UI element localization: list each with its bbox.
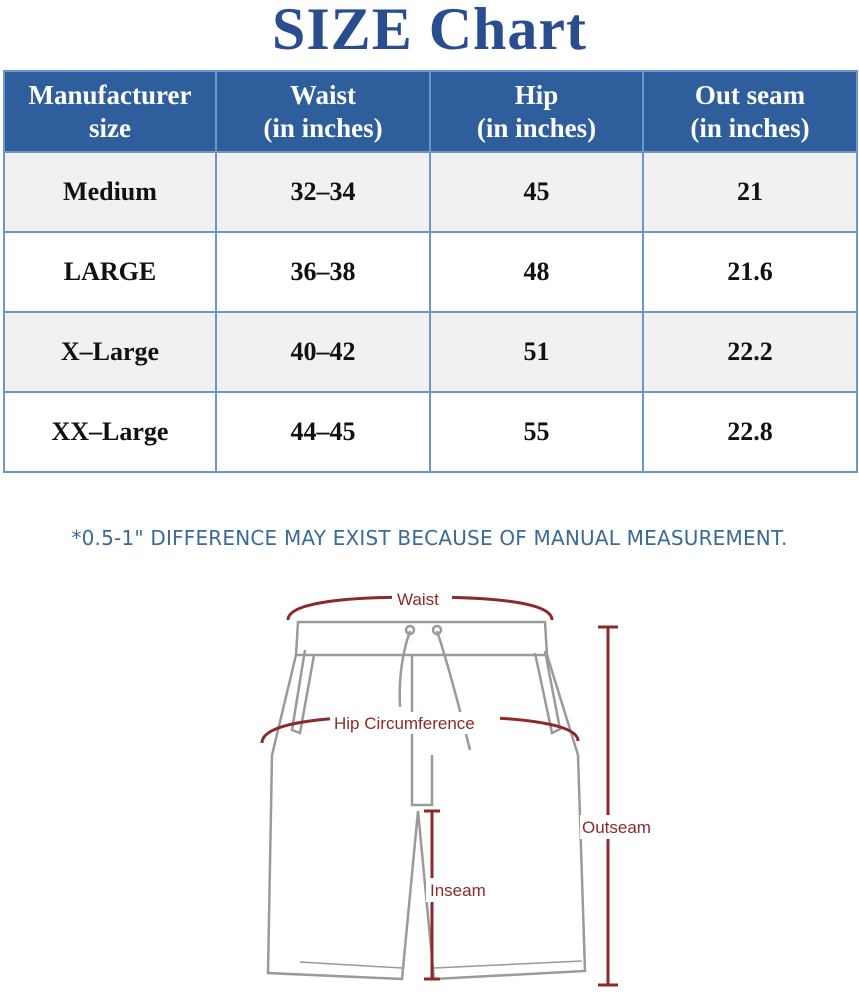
size-table: Manufacturer size Waist (in inches) Hip (in…: [3, 70, 858, 473]
cell-waist: 32–34: [215, 151, 431, 233]
table-row: Medium 32–34 45 21: [3, 151, 858, 233]
cell-hip: 55: [429, 391, 644, 473]
hip-label: Hip Circumference: [334, 714, 475, 733]
outseam-label: Outseam: [582, 818, 651, 837]
table-row: LARGE 36–38 48 21.6: [3, 231, 858, 313]
cell-size: LARGE: [3, 231, 217, 313]
cell-size: XX–Large: [3, 391, 217, 473]
cell-size: Medium: [3, 151, 217, 233]
cell-outseam: 22.2: [642, 311, 858, 393]
table-row: XX–Large 44–45 55 22.8: [3, 391, 858, 473]
cell-outseam: 21.6: [642, 231, 858, 313]
table-header-row: Manufacturer size Waist (in inches) Hip (in…: [3, 70, 858, 153]
header-waist: Waist (in inches): [215, 70, 431, 153]
measurement-note: *0.5-1" DIFFERENCE MAY EXIST BECAUSE OF …: [71, 526, 788, 550]
cell-outseam: 21: [642, 151, 858, 233]
page-title: SIZE Chart: [271, 0, 588, 62]
cell-waist: 44–45: [215, 391, 431, 473]
cell-hip: 48: [429, 231, 644, 313]
cell-outseam: 22.8: [642, 391, 858, 473]
shorts-diagram: Waist Hip Circumference Outseam Inseam: [260, 589, 660, 987]
shorts-outline: [266, 620, 587, 981]
cell-size: X–Large: [3, 311, 217, 393]
inseam-label: Inseam: [430, 881, 486, 900]
header-outseam: Out seam (in inches): [642, 70, 858, 153]
waist-label: Waist: [397, 590, 439, 609]
cell-waist: 36–38: [215, 231, 431, 313]
header-hip: Hip (in inches): [429, 70, 644, 153]
header-size: Manufacturer size: [3, 70, 217, 153]
table-row: X–Large 40–42 51 22.2: [3, 311, 858, 393]
cell-hip: 51: [429, 311, 644, 393]
cell-waist: 40–42: [215, 311, 431, 393]
cell-hip: 45: [429, 151, 644, 233]
